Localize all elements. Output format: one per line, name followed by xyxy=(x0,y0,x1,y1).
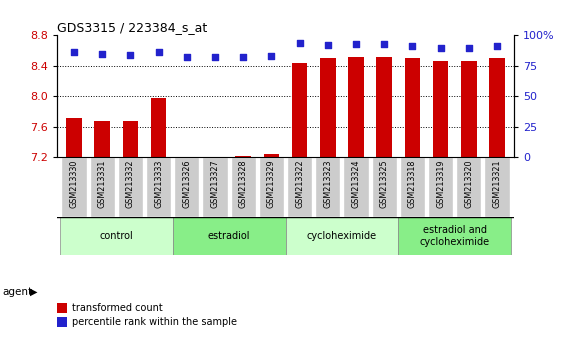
Point xyxy=(380,41,389,47)
Bar xyxy=(428,157,453,217)
Bar xyxy=(264,154,279,157)
Point xyxy=(351,41,360,47)
Bar xyxy=(433,61,448,157)
Text: ▶: ▶ xyxy=(30,287,38,297)
Text: GSM213324: GSM213324 xyxy=(352,160,360,208)
Text: percentile rank within the sample: percentile rank within the sample xyxy=(72,317,237,327)
Bar xyxy=(60,217,172,255)
Bar xyxy=(90,157,115,217)
Bar xyxy=(287,157,312,217)
Bar xyxy=(235,156,251,157)
Point xyxy=(239,55,248,60)
Text: GSM213328: GSM213328 xyxy=(239,160,248,208)
Bar xyxy=(400,157,425,217)
Text: GSM213319: GSM213319 xyxy=(436,160,445,208)
Bar xyxy=(456,157,481,217)
Text: GSM213333: GSM213333 xyxy=(154,160,163,208)
Bar xyxy=(320,58,336,157)
Bar xyxy=(484,157,510,217)
Bar xyxy=(405,58,420,157)
Text: GSM213325: GSM213325 xyxy=(380,160,389,209)
Text: GDS3315 / 223384_s_at: GDS3315 / 223384_s_at xyxy=(57,21,207,34)
Bar xyxy=(461,61,477,157)
Bar xyxy=(231,157,256,217)
Text: GSM213332: GSM213332 xyxy=(126,160,135,208)
Point xyxy=(295,40,304,46)
Text: GSM213329: GSM213329 xyxy=(267,160,276,209)
Bar xyxy=(118,157,143,217)
Point xyxy=(70,50,79,55)
Text: estradiol: estradiol xyxy=(208,231,250,241)
Bar xyxy=(259,157,284,217)
Point xyxy=(492,44,501,49)
Text: GSM213318: GSM213318 xyxy=(408,160,417,208)
Text: GSM213330: GSM213330 xyxy=(70,160,79,208)
Point xyxy=(211,55,220,60)
Point xyxy=(464,45,473,50)
Bar xyxy=(172,217,286,255)
Bar xyxy=(123,121,138,157)
Bar xyxy=(286,217,399,255)
Text: estradiol and
cycloheximide: estradiol and cycloheximide xyxy=(420,225,490,247)
Text: agent: agent xyxy=(3,287,33,297)
Text: GSM213331: GSM213331 xyxy=(98,160,107,208)
Text: transformed count: transformed count xyxy=(72,303,163,313)
Text: GSM213322: GSM213322 xyxy=(295,160,304,209)
Bar xyxy=(372,157,397,217)
Bar xyxy=(202,157,228,217)
Point xyxy=(98,51,107,57)
Bar xyxy=(94,121,110,157)
Point xyxy=(408,44,417,49)
Text: GSM213326: GSM213326 xyxy=(182,160,191,208)
Bar xyxy=(151,98,166,157)
Text: GSM213327: GSM213327 xyxy=(211,160,219,209)
Point xyxy=(436,45,445,50)
Bar xyxy=(61,157,87,217)
Bar xyxy=(315,157,340,217)
Text: control: control xyxy=(99,231,133,241)
Bar xyxy=(348,57,364,157)
Text: cycloheximide: cycloheximide xyxy=(307,231,377,241)
Bar xyxy=(343,157,369,217)
Point xyxy=(154,50,163,55)
Point xyxy=(182,55,191,60)
Text: GSM213323: GSM213323 xyxy=(323,160,332,208)
Point xyxy=(323,42,332,48)
Bar xyxy=(146,157,171,217)
Bar xyxy=(292,63,307,157)
Point xyxy=(267,53,276,59)
Bar xyxy=(66,118,82,157)
Point xyxy=(126,52,135,58)
Bar xyxy=(376,57,392,157)
Text: GSM213321: GSM213321 xyxy=(492,160,501,208)
Text: GSM213320: GSM213320 xyxy=(464,160,473,208)
Bar xyxy=(179,156,195,157)
Bar xyxy=(489,58,505,157)
Bar xyxy=(174,157,199,217)
Bar xyxy=(399,217,511,255)
